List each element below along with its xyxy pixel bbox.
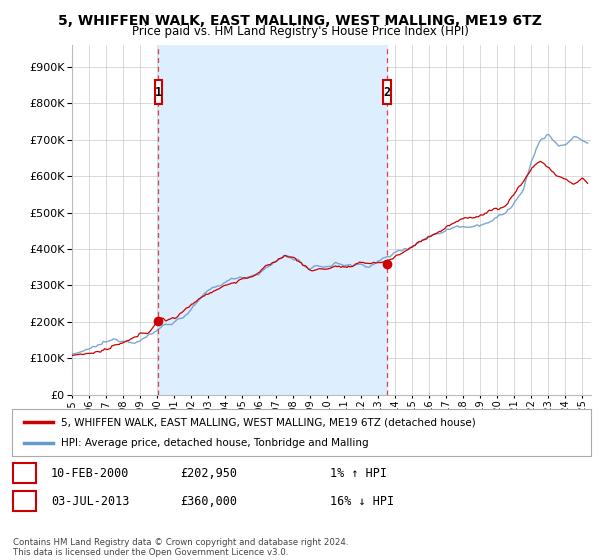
FancyBboxPatch shape bbox=[383, 80, 391, 104]
FancyBboxPatch shape bbox=[155, 80, 162, 104]
Text: 16% ↓ HPI: 16% ↓ HPI bbox=[330, 494, 394, 508]
Text: £202,950: £202,950 bbox=[180, 466, 237, 480]
Text: 2: 2 bbox=[383, 86, 391, 99]
Text: 1: 1 bbox=[21, 466, 28, 480]
Text: Price paid vs. HM Land Registry's House Price Index (HPI): Price paid vs. HM Land Registry's House … bbox=[131, 25, 469, 38]
Text: 10-FEB-2000: 10-FEB-2000 bbox=[51, 466, 130, 480]
Text: 1: 1 bbox=[155, 86, 162, 99]
Text: £360,000: £360,000 bbox=[180, 494, 237, 508]
Text: 2: 2 bbox=[21, 494, 28, 508]
Text: 5, WHIFFEN WALK, EAST MALLING, WEST MALLING, ME19 6TZ (detached house): 5, WHIFFEN WALK, EAST MALLING, WEST MALL… bbox=[61, 417, 476, 427]
Text: 5, WHIFFEN WALK, EAST MALLING, WEST MALLING, ME19 6TZ: 5, WHIFFEN WALK, EAST MALLING, WEST MALL… bbox=[58, 14, 542, 28]
Text: Contains HM Land Registry data © Crown copyright and database right 2024.
This d: Contains HM Land Registry data © Crown c… bbox=[13, 538, 349, 557]
Text: 03-JUL-2013: 03-JUL-2013 bbox=[51, 494, 130, 508]
Text: HPI: Average price, detached house, Tonbridge and Malling: HPI: Average price, detached house, Tonb… bbox=[61, 438, 369, 448]
Text: 1% ↑ HPI: 1% ↑ HPI bbox=[330, 466, 387, 480]
Bar bbox=[158, 45, 387, 395]
